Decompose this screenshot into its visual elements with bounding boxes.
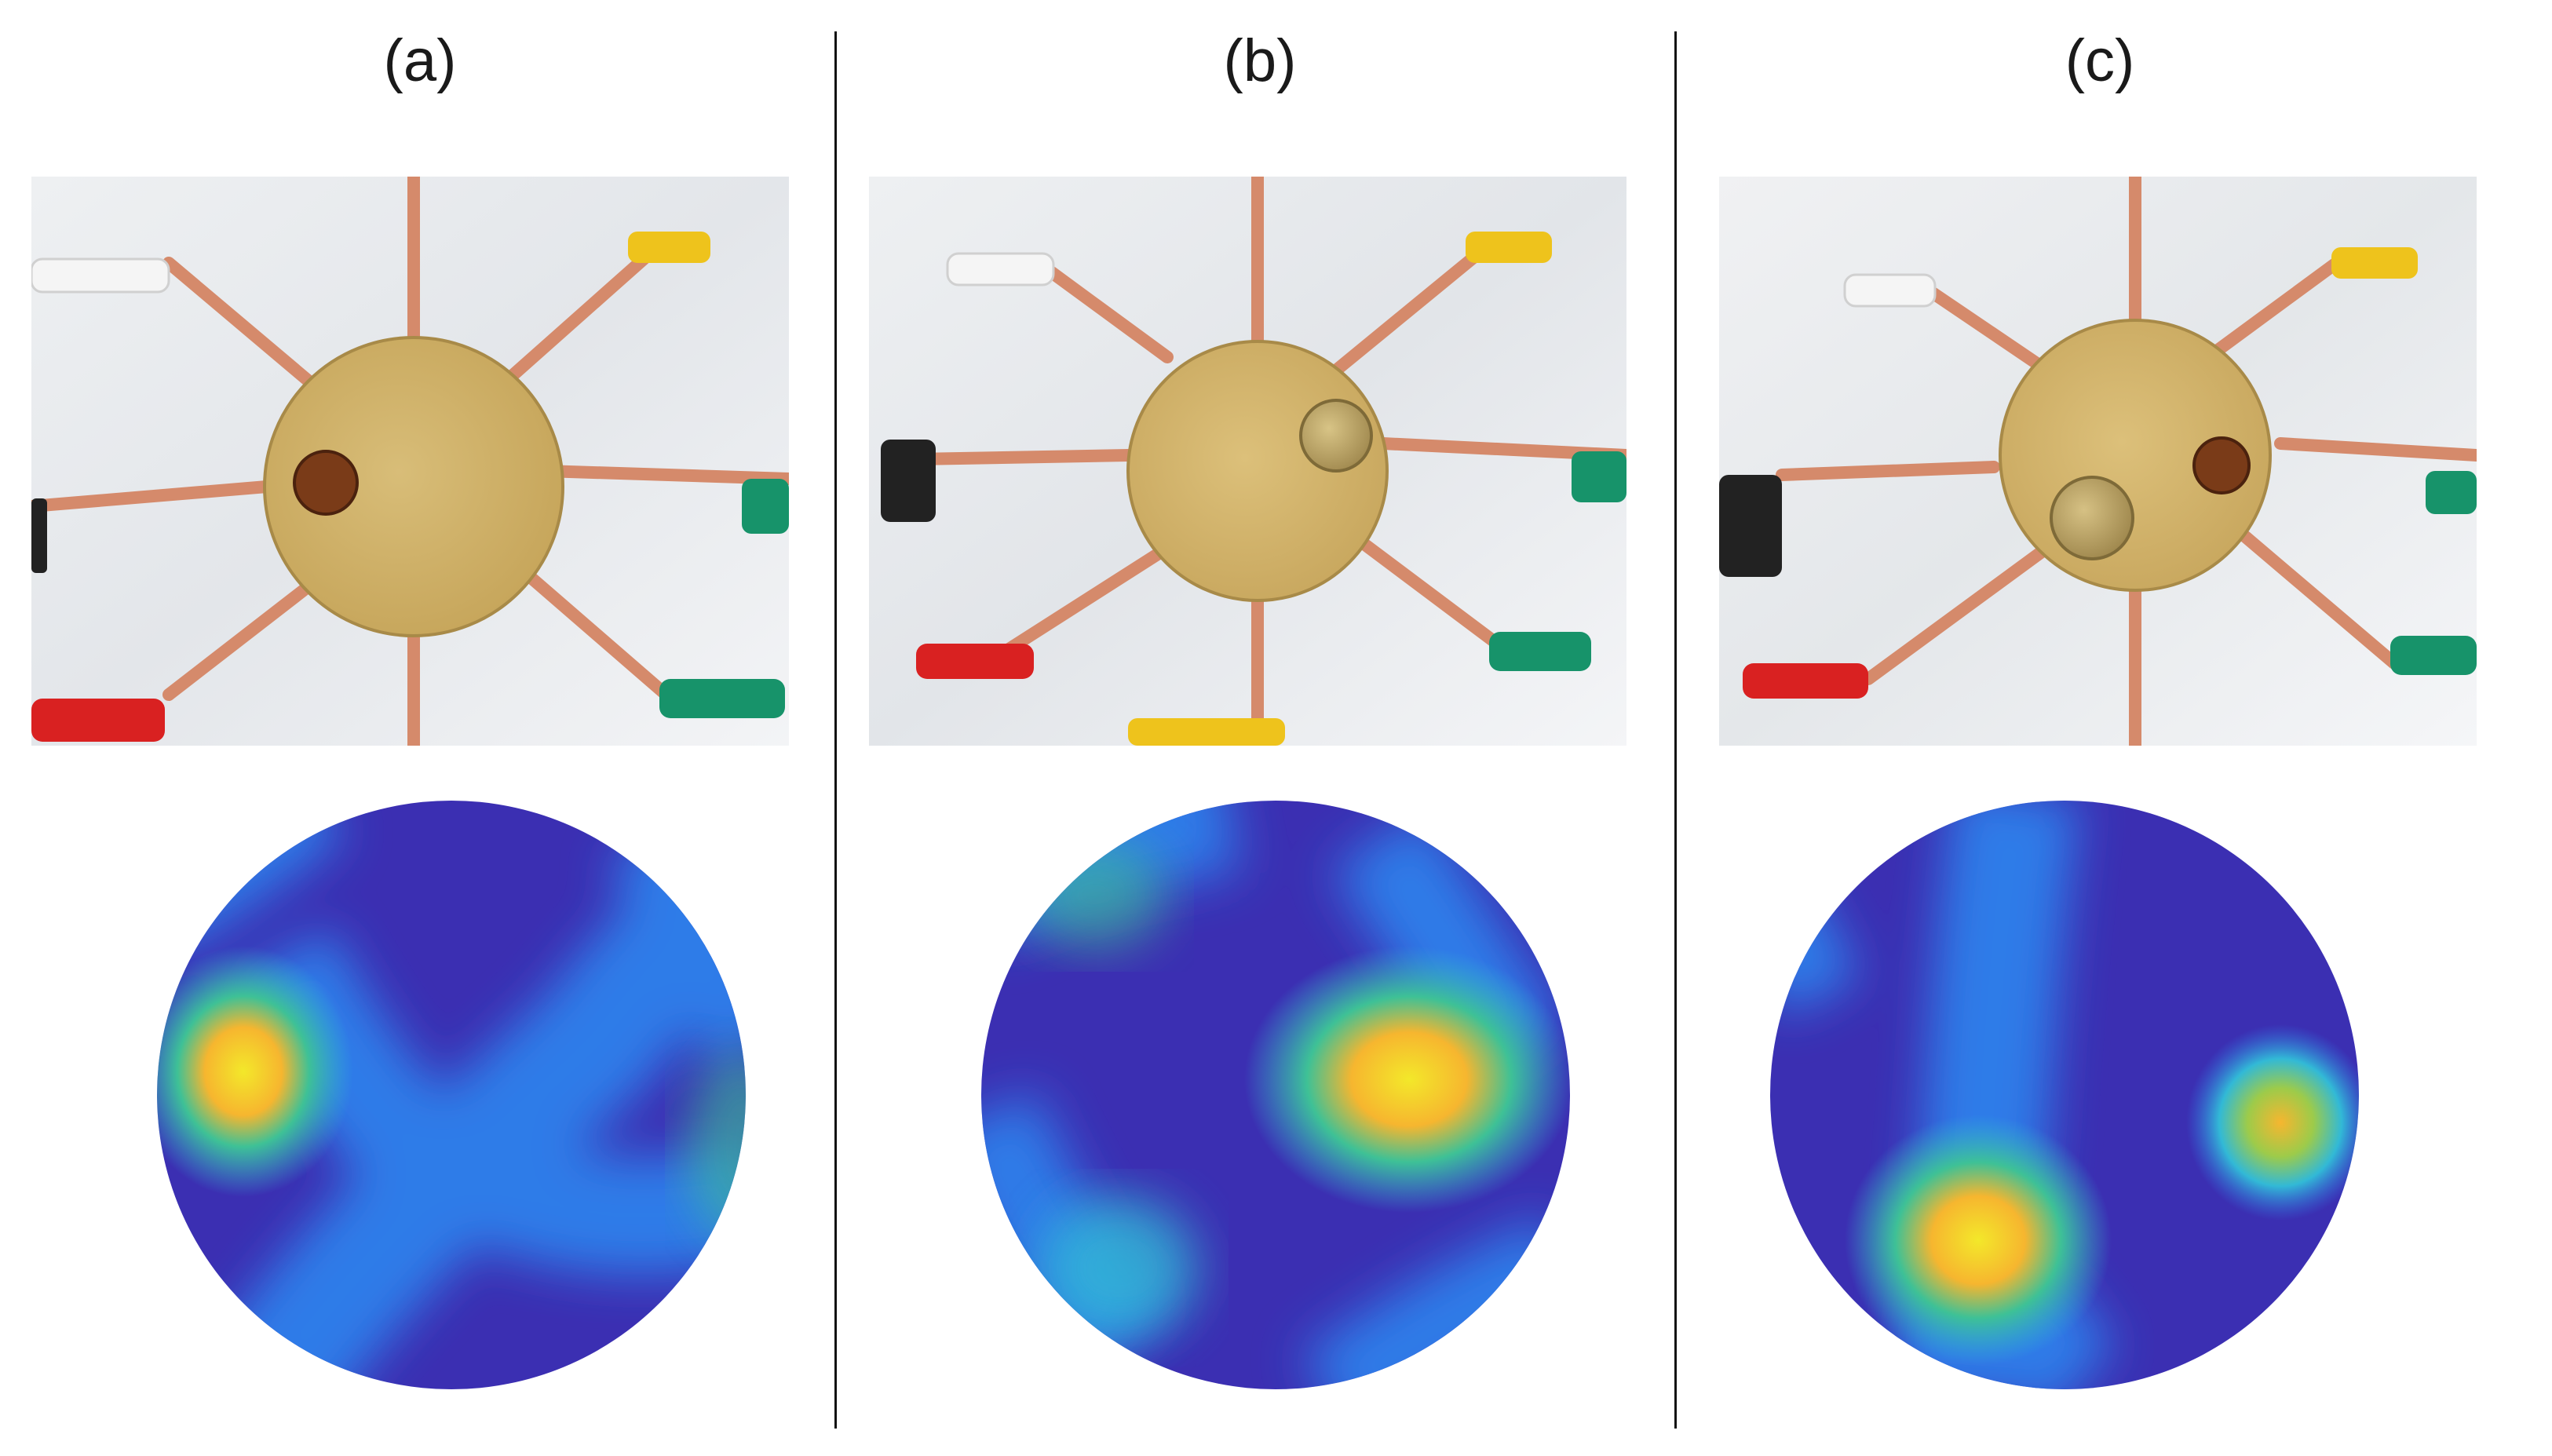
experiment-photo-a <box>31 177 789 746</box>
panel-label-a: (a) <box>383 27 457 94</box>
panel-divider <box>834 31 837 1429</box>
panel-label-b: (b) <box>1223 27 1297 94</box>
reconstruction-image-b <box>969 793 1582 1397</box>
panel-label-c: (c) <box>2065 27 2135 94</box>
reconstruction-image-a <box>145 793 758 1397</box>
reconstruction-image-c <box>1758 793 2371 1397</box>
experiment-photo-b <box>869 177 1626 746</box>
experiment-photo-c <box>1719 177 2477 746</box>
panel-divider <box>1674 31 1677 1429</box>
